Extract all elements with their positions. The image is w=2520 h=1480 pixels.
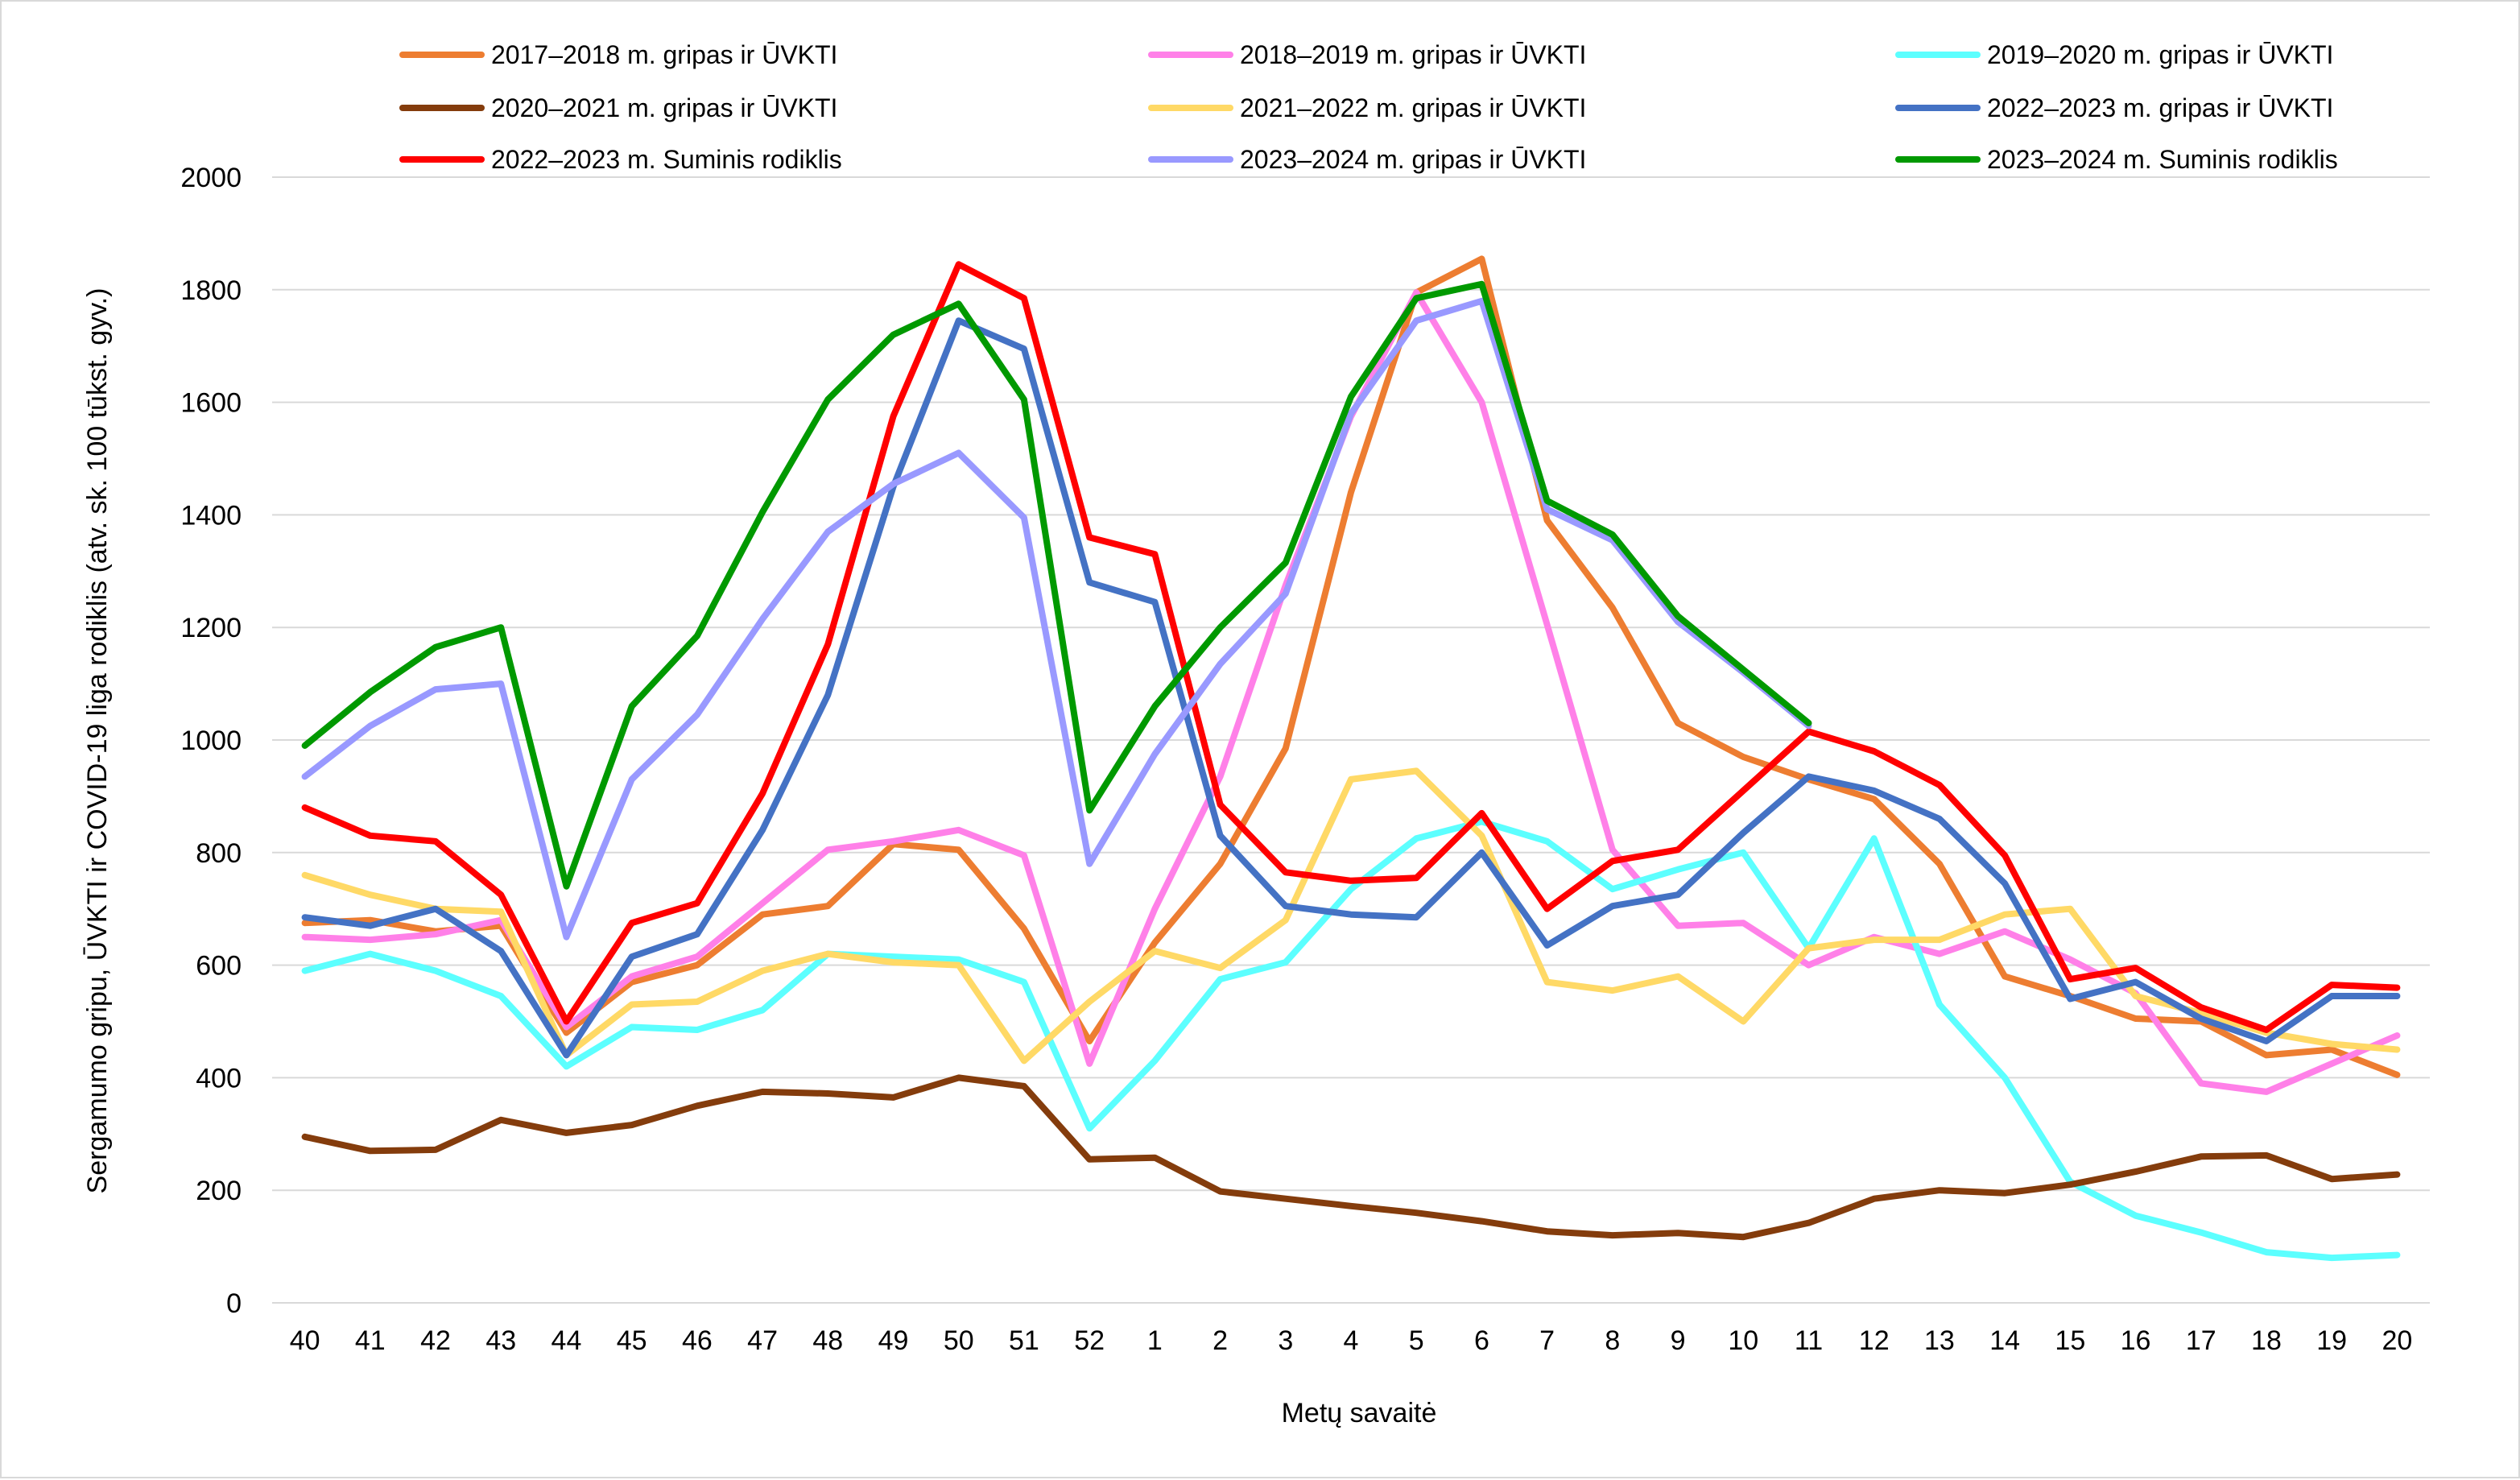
- legend-label-8: 2023–2024 m. gripas ir ŪVKTI: [1240, 145, 1586, 174]
- x-axis-title: Metų savaitė: [1282, 1398, 1437, 1428]
- x-tick-label: 48: [812, 1325, 843, 1356]
- legend-label-9: 2023–2024 m. Suminis rodiklis: [1987, 145, 2338, 174]
- x-tick-label: 46: [682, 1325, 713, 1356]
- series-line-3: [301, 818, 2401, 1262]
- y-tick-label: 1800: [180, 275, 242, 306]
- series-line-1: [301, 255, 2401, 1078]
- x-tick-label: 5: [1409, 1325, 1424, 1356]
- x-tick-label: 40: [290, 1325, 320, 1356]
- x-tick-label: 10: [1728, 1325, 1758, 1356]
- x-tick-label: 3: [1278, 1325, 1293, 1356]
- axes: 0 200 400 600 800 1000 1200 1400 1600 1800 2000 40 4…: [180, 163, 2412, 1356]
- y-tick-label: 400: [196, 1063, 242, 1093]
- x-tick-label: 45: [617, 1325, 647, 1356]
- y-tick-label: 200: [196, 1176, 242, 1206]
- x-tick-label: 4: [1344, 1325, 1359, 1356]
- legend-label-7: 2022–2023 m. Suminis rodiklis: [491, 145, 842, 174]
- series-line-5: [301, 767, 2401, 1065]
- y-axis-title: Sergamumo gripu, ŪVKTI ir COVID-19 liga …: [82, 288, 113, 1194]
- x-tick-label: 41: [355, 1325, 386, 1356]
- x-tick-label: 7: [1539, 1325, 1555, 1356]
- series-line-7: [301, 261, 2401, 1033]
- x-tick-label: 13: [1924, 1325, 1955, 1356]
- y-tick-label: 2000: [180, 163, 242, 193]
- x-tick-label: 44: [552, 1325, 582, 1356]
- legend-label-5: 2021–2022 m. gripas ir ŪVKTI: [1240, 93, 1586, 122]
- series-line-8: [301, 297, 1812, 941]
- x-tick-label: 20: [2382, 1325, 2412, 1356]
- x-tick-label: 50: [944, 1325, 974, 1356]
- x-tick-label: 15: [2055, 1325, 2085, 1356]
- x-tick-label: 51: [1009, 1325, 1039, 1356]
- series-lines: [301, 255, 2401, 1262]
- x-tick-label: 1: [1147, 1325, 1163, 1356]
- x-tick-label: 11: [1795, 1325, 1823, 1356]
- x-tick-label: 16: [2121, 1325, 2151, 1356]
- y-tick-label: 1600: [180, 388, 242, 419]
- y-tick-label: 0: [226, 1288, 242, 1319]
- gridlines: [272, 176, 2430, 1304]
- x-tick-label: 47: [747, 1325, 778, 1356]
- x-tick-label: 9: [1671, 1325, 1686, 1356]
- x-tick-label: 6: [1474, 1325, 1489, 1356]
- legend-label-2: 2018–2019 m. gripas ir ŪVKTI: [1240, 40, 1586, 69]
- y-tick-label: 1400: [180, 500, 242, 531]
- x-tick-label: 49: [878, 1325, 909, 1356]
- x-tick-label: 19: [2316, 1325, 2347, 1356]
- legend: 2017–2018 m. gripas ir ŪVKTI 2018–2019 m.…: [399, 40, 2338, 174]
- series-line-6: [301, 317, 2401, 1059]
- y-tick-label: 1000: [180, 726, 242, 756]
- legend-label-1: 2017–2018 m. gripas ir ŪVKTI: [491, 40, 837, 69]
- x-tick-label: 12: [1859, 1325, 1890, 1356]
- x-tick-label: 43: [485, 1325, 516, 1356]
- x-tick-label: 18: [2251, 1325, 2282, 1356]
- x-tick-label: 42: [420, 1325, 451, 1356]
- legend-label-4: 2020–2021 m. gripas ir ŪVKTI: [491, 93, 837, 122]
- x-tick-label: 17: [2186, 1325, 2216, 1356]
- y-tick-label: 600: [196, 951, 242, 982]
- legend-label-3: 2019–2020 m. gripas ir ŪVKTI: [1987, 40, 2333, 69]
- x-tick-label: 8: [1605, 1325, 1620, 1356]
- y-tick-label: 800: [196, 838, 242, 869]
- x-tick-label: 14: [1989, 1325, 2020, 1356]
- x-tick-label: 52: [1074, 1325, 1105, 1356]
- y-tick-label: 1200: [180, 613, 242, 643]
- x-tick-label: 2: [1212, 1325, 1228, 1356]
- legend-label-6: 2022–2023 m. gripas ir ŪVKTI: [1987, 93, 2333, 122]
- series-line-9: [301, 280, 1812, 890]
- series-line-4: [301, 1074, 2401, 1241]
